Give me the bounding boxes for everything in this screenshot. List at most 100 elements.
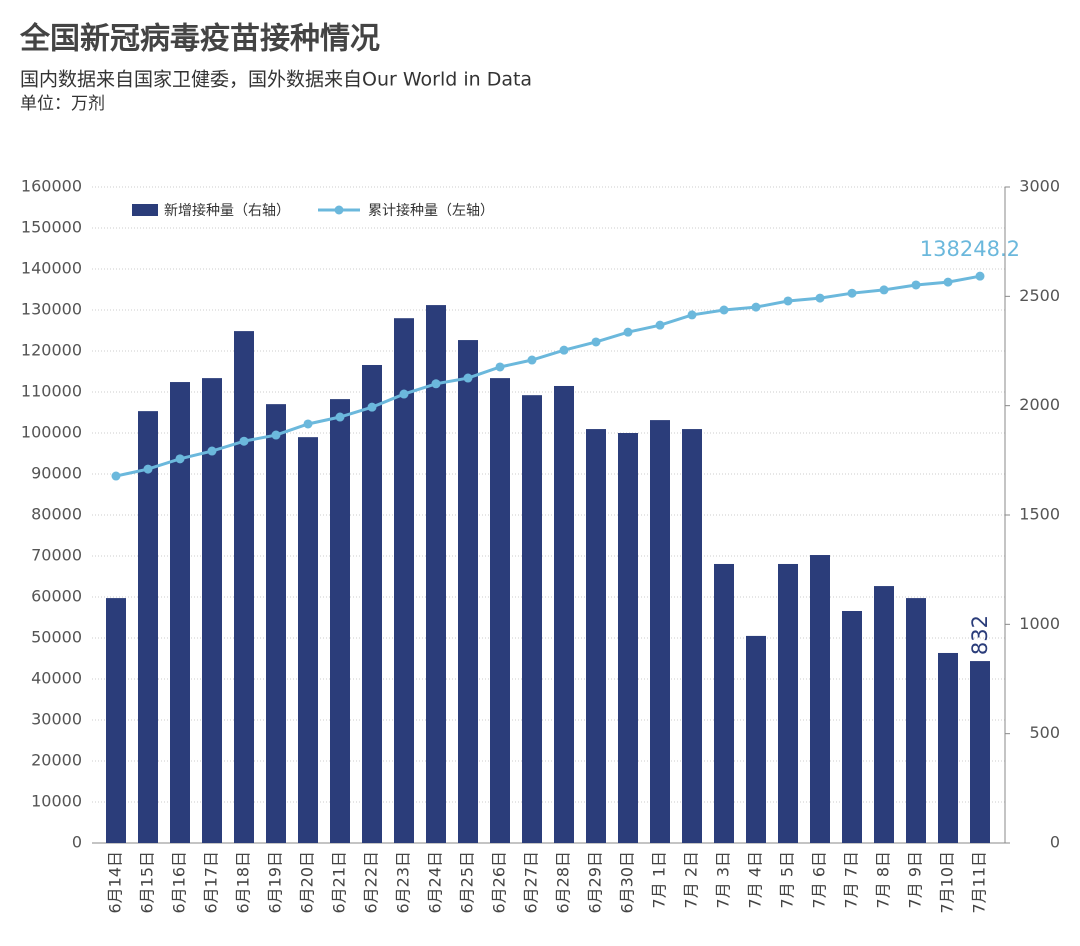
bar — [138, 411, 158, 843]
line-point — [527, 355, 537, 365]
line-point — [847, 288, 857, 298]
y-tick-label: 20000 — [31, 751, 82, 770]
line-point — [719, 305, 729, 315]
y-tick-label: 100000 — [21, 423, 82, 442]
bar — [682, 429, 702, 843]
bar — [298, 437, 318, 843]
y-tick-label: 90000 — [31, 464, 82, 483]
line-point — [815, 293, 825, 303]
x-tick-label: 7月 1日 — [650, 851, 669, 908]
bar — [810, 555, 830, 843]
x-tick-label: 7月 5日 — [778, 851, 797, 908]
y-tick-label: 160000 — [21, 177, 82, 196]
bar — [490, 378, 510, 843]
x-tick-label: 7月 8日 — [874, 851, 893, 908]
x-tick-label: 6月29日 — [586, 851, 605, 914]
bar — [874, 586, 894, 843]
y2-tick-label: 0 — [1050, 833, 1060, 852]
bar — [906, 598, 926, 843]
chart-subtitle: 国内数据来自国家卫健委，国外数据来自Our World in Data — [20, 69, 532, 91]
bar — [714, 563, 734, 843]
y-tick-label: 10000 — [31, 792, 82, 811]
bar — [938, 652, 958, 843]
bar — [234, 331, 254, 843]
line-point — [111, 471, 121, 481]
bar — [970, 661, 990, 843]
bar — [202, 378, 222, 843]
x-tick-label: 6月14日 — [106, 851, 125, 914]
bar — [778, 563, 798, 843]
y2-tick-label: 1500 — [1019, 505, 1060, 524]
y-tick-label: 110000 — [21, 382, 82, 401]
y-tick-label: 120000 — [21, 341, 82, 360]
x-tick-label: 6月20日 — [298, 851, 317, 914]
bar — [394, 318, 414, 843]
line-point — [207, 446, 217, 456]
chart-title: 全国新冠病毒疫苗接种情况 — [19, 22, 380, 57]
y-tick-label: 50000 — [31, 628, 82, 647]
x-tick-label: 6月18日 — [234, 851, 253, 914]
y-tick-label: 60000 — [31, 587, 82, 606]
y-tick-label: 150000 — [21, 218, 82, 237]
line-point — [879, 285, 889, 295]
legend-swatch — [132, 204, 158, 216]
data-label: 832 — [968, 615, 992, 655]
bar — [650, 420, 670, 843]
line-point — [399, 389, 409, 399]
bar — [554, 385, 574, 843]
line-point — [271, 430, 281, 440]
x-tick-label: 6月15日 — [138, 851, 157, 914]
x-tick-label: 6月21日 — [330, 851, 349, 914]
x-tick-label: 6月24日 — [426, 851, 445, 914]
line-point — [303, 419, 313, 429]
line-point — [911, 280, 921, 290]
bar — [362, 364, 382, 843]
bar — [266, 404, 286, 843]
line-point — [495, 362, 505, 372]
line-point — [687, 310, 697, 320]
y-tick-label: 30000 — [31, 710, 82, 729]
bar — [106, 598, 126, 843]
line-point — [335, 412, 345, 422]
x-tick-label: 7月10日 — [938, 851, 957, 914]
legend-label: 新增接种量（右轴） — [164, 202, 290, 219]
data-label: 138248.2 — [920, 237, 1020, 261]
x-tick-label: 6月27日 — [522, 851, 541, 914]
y2-tick-label: 1000 — [1019, 614, 1060, 633]
bar — [586, 429, 606, 843]
y2-tick-label: 3000 — [1019, 177, 1060, 196]
x-tick-label: 6月16日 — [170, 851, 189, 914]
line-point — [367, 402, 377, 412]
line-point — [143, 464, 153, 474]
line-point — [751, 302, 761, 312]
x-tick-label: 6月23日 — [394, 851, 413, 914]
bar — [426, 305, 446, 844]
legend-label: 累计接种量（左轴） — [368, 202, 494, 219]
line-point — [463, 373, 473, 383]
legend-swatch — [334, 205, 344, 215]
x-tick-label: 7月 9日 — [906, 851, 925, 908]
x-tick-label: 7月 4日 — [746, 851, 765, 908]
y-tick-label: 130000 — [21, 300, 82, 319]
bar — [618, 433, 638, 843]
x-tick-label: 6月17日 — [202, 851, 221, 914]
line-point — [783, 296, 793, 306]
y2-tick-label: 2500 — [1019, 286, 1060, 305]
bar — [458, 340, 478, 843]
y2-tick-label: 2000 — [1019, 395, 1060, 414]
line-point — [975, 271, 985, 281]
bar — [842, 610, 862, 843]
x-tick-label: 6月30日 — [618, 851, 637, 914]
y-tick-label: 80000 — [31, 505, 82, 524]
x-tick-label: 7月 2日 — [682, 851, 701, 908]
line-point — [559, 345, 569, 355]
x-tick-label: 6月28日 — [554, 851, 573, 914]
y-tick-label: 40000 — [31, 669, 82, 688]
y2-tick-label: 500 — [1029, 723, 1060, 742]
bar — [330, 399, 350, 843]
x-tick-label: 7月 6日 — [810, 851, 829, 908]
unit-label: 单位：万剂 — [20, 94, 105, 114]
x-tick-label: 7月11日 — [970, 851, 989, 914]
y-tick-label: 140000 — [21, 259, 82, 278]
